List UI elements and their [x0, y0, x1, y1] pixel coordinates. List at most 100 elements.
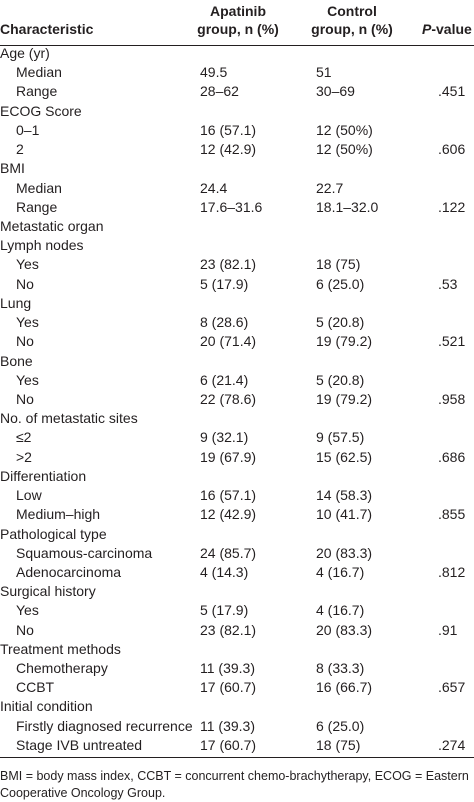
value-cell: 4 (16.7): [316, 602, 365, 619]
group-label: Bone: [0, 352, 33, 369]
value-cell: 14 (58.3): [316, 487, 373, 504]
row-label: Yes: [16, 371, 39, 388]
header-rule: [0, 45, 474, 46]
value-cell: .91: [438, 621, 458, 638]
value-cell: 5 (17.9): [200, 602, 249, 619]
value-cell: 18.1–32.0: [316, 198, 379, 215]
row-label: 2: [16, 141, 24, 158]
value-cell: 12 (50%): [316, 121, 373, 138]
value-cell: 6 (21.4): [200, 371, 249, 388]
group-label: Surgical history: [0, 583, 96, 600]
row-label: Median: [16, 179, 62, 196]
value-cell: .451: [438, 83, 466, 100]
value-cell: 20 (83.3): [316, 544, 373, 561]
group-label: Lung: [0, 294, 32, 311]
value-cell: 6 (25.0): [316, 717, 365, 734]
row-label: No: [16, 333, 34, 350]
value-cell: 12 (42.9): [200, 506, 257, 523]
header-cell: Apatinib group, n (%): [197, 3, 279, 37]
group-label: Treatment methods: [0, 640, 121, 657]
value-cell: 28–62: [200, 83, 239, 100]
value-cell: 8 (33.3): [316, 660, 365, 677]
row-label: CCBT: [16, 679, 55, 696]
value-cell: 23 (82.1): [200, 256, 257, 273]
row-label: Range: [16, 83, 58, 100]
value-cell: 20 (71.4): [200, 333, 257, 350]
row-label: Low: [16, 487, 42, 504]
row-label: Stage IVB untreated: [16, 736, 143, 753]
group-label: Differentiation: [0, 467, 87, 484]
row-label: Medium–high: [16, 506, 101, 523]
value-cell: 4 (16.7): [316, 563, 365, 580]
group-label: Age (yr): [0, 45, 50, 61]
value-cell: 17.6–31.6: [200, 198, 263, 215]
value-cell: 9 (32.1): [200, 429, 249, 446]
value-cell: .686: [438, 448, 466, 465]
value-cell: 5 (17.9): [200, 275, 249, 292]
value-cell: .855: [438, 506, 466, 523]
value-cell: .958: [438, 390, 466, 407]
row-label: Adenocarcinoma: [16, 563, 122, 580]
value-cell: .606: [438, 141, 466, 158]
value-cell: .53: [438, 275, 458, 292]
row-label: Yes: [16, 602, 39, 619]
value-cell: 23 (82.1): [200, 621, 257, 638]
value-cell: 19 (79.2): [316, 390, 373, 407]
row-label: No: [16, 390, 34, 407]
row-label: Range: [16, 198, 58, 215]
header-cell: P-value: [422, 21, 472, 37]
value-cell: 30–69: [316, 83, 355, 100]
row-label: >2: [16, 448, 32, 465]
row-label: Chemotherapy: [16, 660, 108, 677]
group-label: Pathological type: [0, 525, 107, 542]
value-cell: 12 (42.9): [200, 141, 257, 158]
group-label: Initial condition: [0, 698, 93, 715]
group-label: ECOG Score: [0, 102, 82, 119]
value-cell: 6 (25.0): [316, 275, 365, 292]
header-cell: Characteristic: [0, 21, 94, 37]
row-label: 0–1: [16, 121, 40, 138]
value-cell: 17 (60.7): [200, 679, 257, 696]
value-cell: 12 (50%): [316, 141, 373, 158]
value-cell: 24.4: [200, 179, 228, 196]
value-cell: 18 (75): [316, 256, 361, 273]
group-label: Lymph nodes: [0, 237, 84, 254]
value-cell: 16 (66.7): [316, 679, 373, 696]
value-cell: 19 (67.9): [200, 448, 257, 465]
value-cell: 22.7: [316, 179, 344, 196]
value-cell: 20 (83.3): [316, 621, 373, 638]
value-cell: .657: [438, 679, 466, 696]
header-cell: Control group, n (%): [311, 3, 393, 37]
row-label: Firstly diagnosed recurrence: [16, 717, 193, 734]
value-cell: 15 (62.5): [316, 448, 373, 465]
group-label: Metastatic organ: [0, 217, 104, 234]
value-cell: .274: [438, 736, 466, 753]
value-cell: 16 (57.1): [200, 487, 257, 504]
value-cell: 16 (57.1): [200, 121, 257, 138]
value-cell: 17 (60.7): [200, 736, 257, 753]
value-cell: 19 (79.2): [316, 333, 373, 350]
value-cell: .521: [438, 333, 466, 350]
value-cell: 5 (20.8): [316, 314, 365, 331]
group-label: No. of metastatic sites: [0, 410, 138, 427]
row-label: No: [16, 275, 34, 292]
value-cell: 11 (39.3): [200, 660, 255, 677]
row-label: No: [16, 621, 34, 638]
value-cell: 22 (78.6): [200, 390, 257, 407]
value-cell: 5 (20.8): [316, 371, 365, 388]
value-cell: .122: [438, 198, 466, 215]
value-cell: 11 (39.3): [200, 717, 255, 734]
value-cell: 10 (41.7): [316, 506, 373, 523]
row-label: ≤2: [16, 429, 32, 446]
value-cell: 24 (85.7): [200, 544, 257, 561]
group-label: BMI: [0, 160, 25, 177]
value-cell: 18 (75): [316, 736, 361, 753]
value-cell: 8 (28.6): [200, 314, 249, 331]
row-label: Yes: [16, 256, 39, 273]
value-cell: 51: [316, 64, 332, 81]
row-label: Squamous-carcinoma: [16, 544, 153, 561]
bottom-rule: [0, 757, 474, 758]
row-label: Median: [16, 64, 62, 81]
value-cell: .812: [438, 563, 466, 580]
